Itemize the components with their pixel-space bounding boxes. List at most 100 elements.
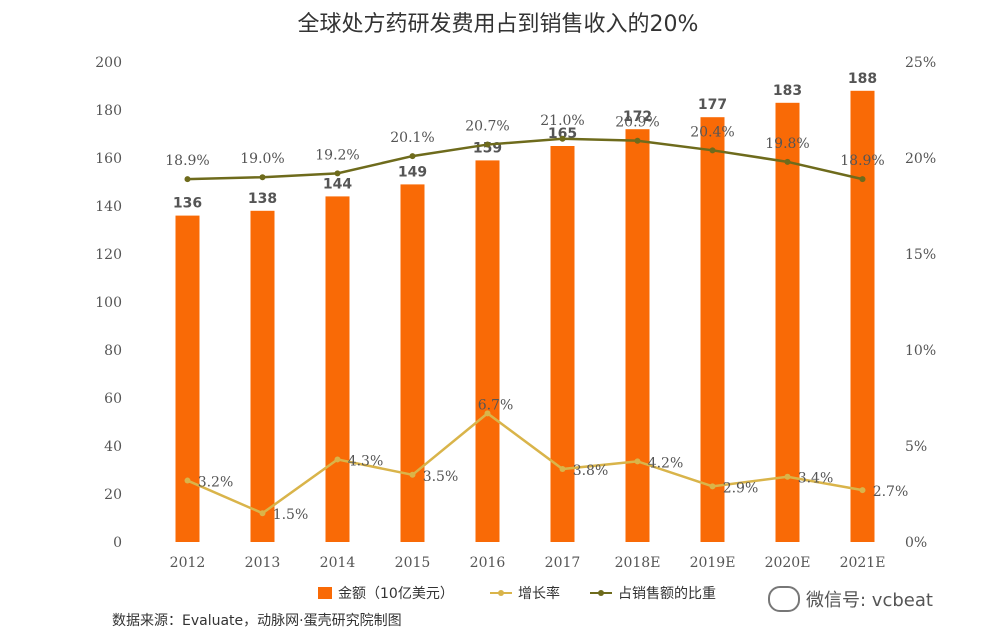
x-tick: 2018E	[615, 555, 661, 571]
point-label: 4.2%	[648, 455, 684, 471]
bar	[250, 210, 275, 543]
y-right-tick: 20%	[905, 151, 936, 167]
y-right-tick: 10%	[905, 343, 936, 359]
series-point	[259, 510, 266, 517]
point-label: 20.1%	[390, 130, 434, 146]
wechat-icon	[768, 586, 800, 612]
x-tick: 2020E	[765, 555, 811, 571]
bar	[775, 102, 800, 543]
y-left-tick: 60	[104, 391, 122, 407]
point-label: 18.9%	[165, 153, 209, 169]
bar	[550, 146, 575, 542]
legend-label: 金额（10亿美元）	[338, 586, 454, 602]
x-tick: 2015	[395, 555, 431, 571]
point-label: 20.7%	[465, 119, 509, 135]
point-label: 1.5%	[273, 507, 309, 523]
series-line	[187, 411, 863, 515]
series-point	[784, 473, 791, 480]
y-left-tick: 0	[113, 535, 122, 551]
series-point	[709, 147, 716, 154]
point-label: 3.4%	[798, 471, 834, 487]
point-label: 21.0%	[540, 113, 584, 129]
point-label: 2.7%	[873, 484, 909, 500]
bar-group	[175, 90, 875, 543]
bar-label: 136	[173, 196, 202, 212]
tick-group: 0 20 40 60 80 100 120 140 160 180 200 0% 5% 10% 15% 20%…	[95, 55, 936, 571]
watermark-text: 微信号: vcbeat	[806, 590, 933, 611]
y-left-tick: 180	[95, 103, 122, 119]
series-point	[559, 466, 566, 473]
point-label: 19.2%	[315, 147, 359, 163]
y-right-tick: 15%	[905, 247, 936, 263]
series-point	[784, 158, 791, 165]
point-label: 2.9%	[723, 480, 759, 496]
x-tick: 2016	[470, 555, 506, 571]
legend-marker	[498, 590, 504, 596]
chart-title: 全球处方药研发费用占到销售收入的20%	[297, 12, 699, 37]
legend-marker	[598, 590, 604, 596]
x-tick: 2014	[320, 555, 356, 571]
y-left-tick: 20	[104, 487, 122, 503]
x-tick: 2017	[545, 555, 581, 571]
point-label: 4.3%	[348, 453, 384, 469]
series-point	[259, 174, 266, 181]
bar	[175, 215, 200, 542]
series-point	[859, 487, 866, 494]
point-label: 20.9%	[615, 115, 659, 131]
y-left-tick: 120	[95, 247, 122, 263]
series-point	[634, 137, 641, 144]
y-right-tick: 5%	[905, 439, 927, 455]
bar-label: 172	[623, 109, 652, 125]
x-tick: 2021E	[840, 555, 886, 571]
series-point	[184, 477, 191, 484]
bar	[700, 117, 725, 542]
x-tick: 2013	[245, 555, 281, 571]
bar-label: 183	[773, 83, 802, 99]
y-left-tick: 100	[95, 295, 122, 311]
bar-label: 138	[248, 191, 277, 207]
series-point	[334, 170, 341, 177]
bar	[475, 160, 500, 542]
series-point	[634, 458, 641, 465]
y-right-tick: 0%	[905, 535, 927, 551]
x-tick: 2012	[170, 555, 206, 571]
y-left-tick: 80	[104, 343, 122, 359]
series-point	[409, 153, 416, 160]
bar-label: 177	[698, 97, 727, 113]
bar	[850, 90, 875, 543]
bar	[325, 196, 350, 542]
y-left-tick: 140	[95, 199, 122, 215]
bar-label: 188	[848, 71, 877, 87]
legend-swatch	[318, 587, 332, 599]
series-point	[709, 483, 716, 490]
watermark: 微信号: vcbeat	[768, 586, 933, 612]
legend: 金额（10亿美元） 增长率 占销售额的比重	[318, 585, 716, 602]
y-left-tick: 160	[95, 151, 122, 167]
source-note: 数据来源：Evaluate，动脉网·蛋壳研究院制图	[112, 613, 402, 629]
bar	[625, 129, 650, 542]
y-right-tick: 25%	[905, 55, 936, 71]
point-label: 3.8%	[573, 463, 609, 479]
series-point	[484, 141, 491, 148]
x-tick: 2019E	[690, 555, 736, 571]
legend-label: 增长率	[518, 585, 560, 602]
series-line	[187, 137, 863, 181]
series-point	[409, 471, 416, 478]
series-point	[334, 456, 341, 463]
series-point	[484, 410, 491, 417]
point-label: 6.7%	[478, 397, 514, 413]
y-left-tick: 40	[104, 439, 122, 455]
point-label: 18.9%	[840, 153, 884, 169]
series-point	[184, 176, 191, 183]
point-label: 19.0%	[240, 151, 284, 167]
bar-label: 144	[323, 176, 352, 192]
point-label: 20.4%	[690, 124, 734, 140]
series-point	[859, 176, 866, 183]
series-point	[559, 135, 566, 142]
y-left-tick: 200	[95, 55, 122, 71]
bar	[400, 184, 425, 542]
point-label: 3.2%	[198, 475, 234, 491]
point-label: 3.5%	[423, 469, 459, 485]
